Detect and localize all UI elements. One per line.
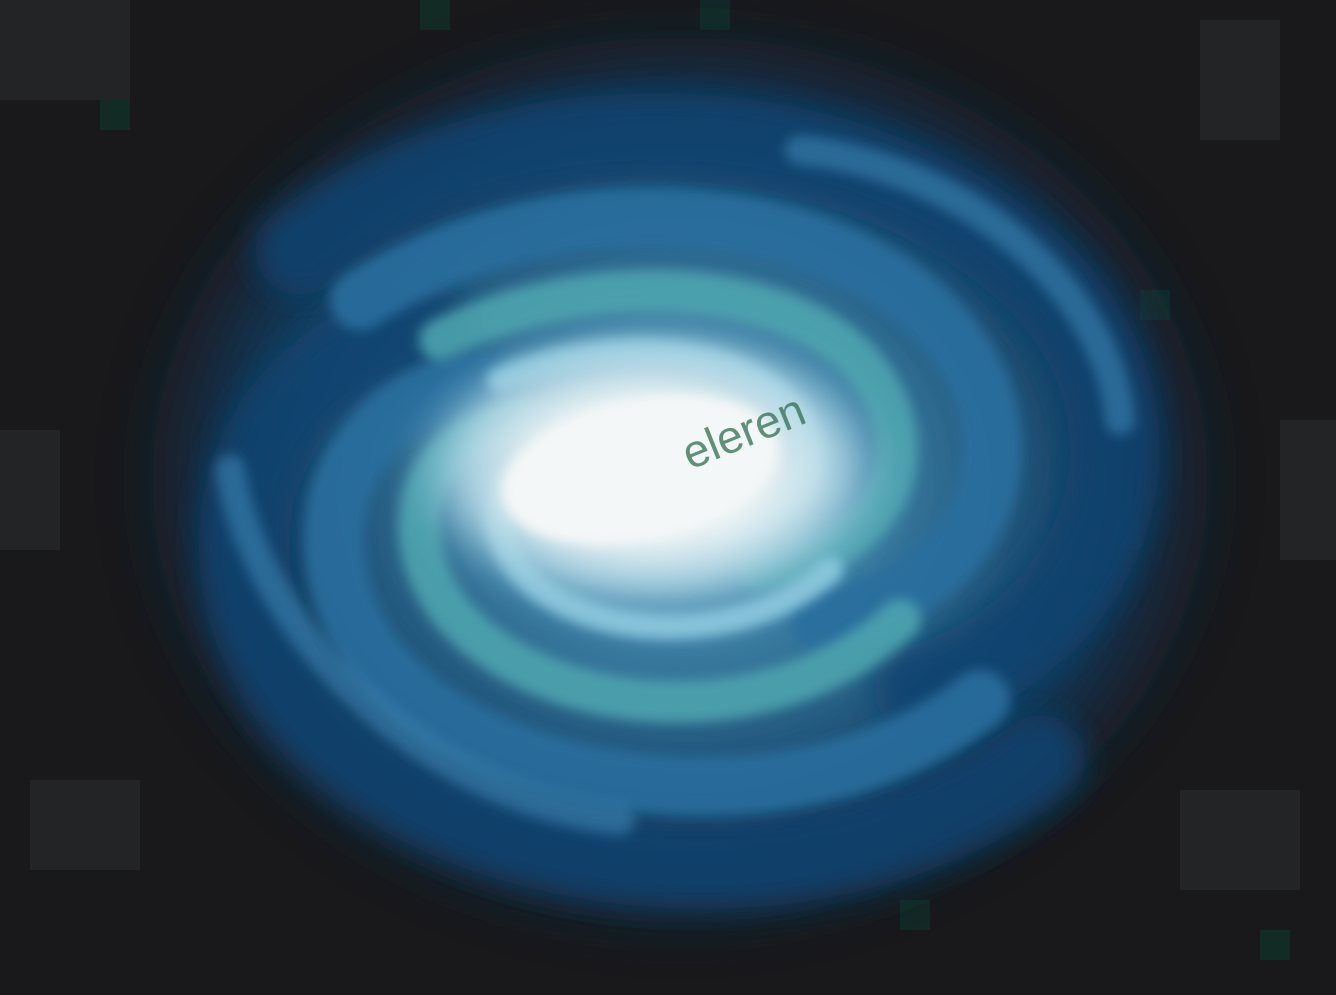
background-pixel-noise: [0, 0, 1336, 890]
galaxy-core: [502, 395, 778, 545]
